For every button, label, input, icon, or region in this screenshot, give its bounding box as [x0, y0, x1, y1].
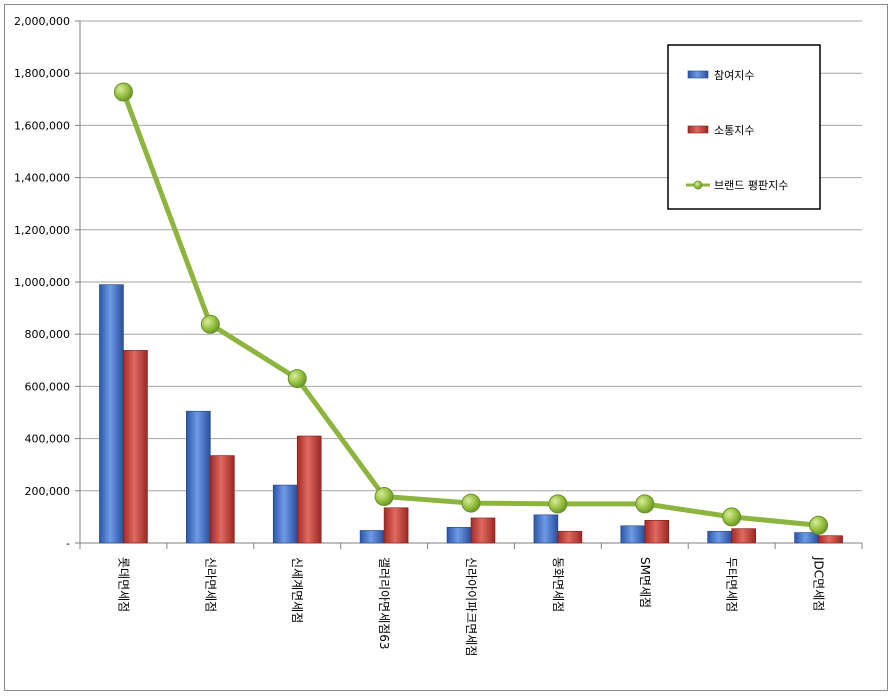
- line-point: [635, 494, 655, 514]
- x-tick-label: 신라아이파크면세점: [464, 557, 478, 656]
- y-tick-label: 1,800,000: [14, 67, 70, 80]
- y-tick-label: 1,000,000: [14, 276, 70, 289]
- bar-communication: [644, 519, 670, 544]
- line-point: [809, 515, 829, 535]
- x-tick-labels: 롯데면세점 신라면세점 신세계면세점 갤러리아면세점63 신라아이파크면세점 동화면세점 S…: [116, 556, 825, 656]
- bar-communication: [383, 507, 409, 544]
- x-tick-label: 신세계면세점: [290, 557, 304, 623]
- line-point: [722, 507, 742, 527]
- line-series: [113, 82, 829, 535]
- x-tick-label: JDC면세점: [812, 556, 826, 611]
- bar-communication: [210, 455, 235, 544]
- bar-participation: [794, 532, 819, 544]
- legend-swatch-marker: [693, 180, 703, 190]
- x-tick-label: 갤러리아면세점63: [377, 557, 391, 650]
- legend-swatch-communication: [687, 125, 709, 134]
- line-point: [374, 487, 394, 507]
- bar-participation: [186, 410, 211, 544]
- line-point: [287, 369, 307, 389]
- bar-participation: [707, 530, 732, 544]
- legend-label: 참여지수: [714, 69, 754, 82]
- legend-label: 소통지수: [714, 124, 754, 137]
- bar-communication: [470, 517, 496, 544]
- legend-label: 브랜드 평판지수: [714, 179, 788, 192]
- line-point: [200, 314, 220, 334]
- y-tick-label: 600,000: [25, 380, 71, 393]
- bar-participation: [359, 530, 385, 544]
- y-tick-labels: - 200,000 400,000 600,000 800,000 1,000,000 1,…: [14, 15, 70, 550]
- line-point: [113, 82, 133, 102]
- x-tick-label: 동화면세점: [551, 557, 565, 612]
- bar-communication: [296, 435, 322, 544]
- bar-communication: [731, 528, 756, 544]
- bar-communication: [123, 350, 148, 544]
- y-tick-label: 1,600,000: [14, 119, 70, 132]
- bar-communication: [557, 530, 583, 544]
- x-tick-label: 두타면세점: [725, 557, 739, 612]
- bar-participation: [272, 484, 298, 544]
- bar-participation: [533, 514, 559, 544]
- bar-participation: [99, 284, 124, 544]
- y-tick-label: 200,000: [25, 485, 71, 498]
- line-point: [461, 493, 481, 513]
- line-point: [548, 494, 568, 514]
- x-tick-label: 신라면세점: [203, 557, 217, 612]
- y-tick-label: 1,400,000: [14, 172, 70, 185]
- bars: [99, 284, 843, 544]
- x-tick-label: 롯데면세점: [116, 557, 130, 612]
- legend-swatch-participation: [687, 70, 709, 79]
- bar-participation: [446, 527, 472, 544]
- bar-participation: [620, 525, 646, 544]
- bar-communication: [818, 535, 843, 544]
- y-tick-label: 800,000: [25, 328, 71, 341]
- y-tick-label: 400,000: [25, 433, 71, 446]
- y-tick-label: 1,200,000: [14, 224, 70, 237]
- x-tick-label: SM면세점: [638, 557, 652, 608]
- y-tick-label: -: [66, 537, 70, 550]
- y-tick-label: 2,000,000: [14, 15, 70, 28]
